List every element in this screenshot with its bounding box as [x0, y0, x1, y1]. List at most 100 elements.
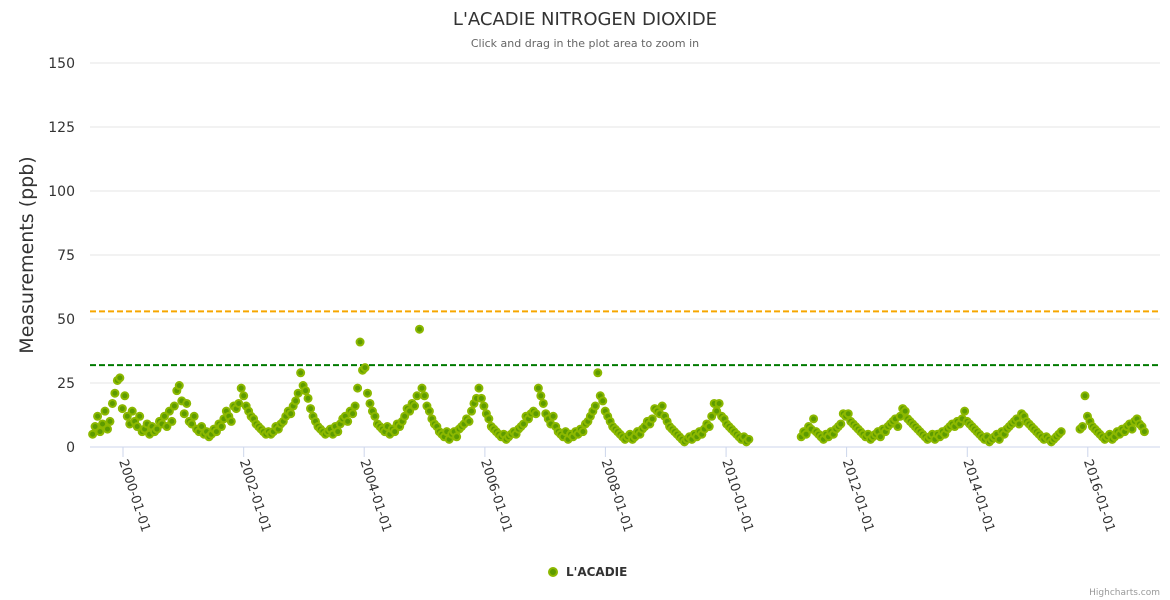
data-point	[90, 422, 100, 432]
data-point	[187, 419, 197, 429]
data-point	[390, 427, 400, 437]
data-point	[578, 427, 588, 437]
data-point	[105, 416, 115, 426]
data-point	[960, 406, 970, 416]
data-point	[707, 411, 717, 421]
data-point	[1056, 427, 1066, 437]
data-points[interactable]	[88, 324, 1149, 447]
data-point	[211, 427, 221, 437]
credits-link[interactable]: Highcharts.com	[1089, 588, 1160, 598]
data-point	[296, 368, 306, 378]
x-tick-label: 2008-01-01	[598, 458, 636, 534]
data-point	[531, 409, 541, 419]
threshold-lines	[90, 310, 1160, 367]
data-point	[476, 393, 486, 403]
data-point	[169, 401, 179, 411]
data-point	[107, 398, 117, 408]
y-tick-label: 100	[48, 184, 75, 200]
y-tick-label: 25	[57, 376, 75, 392]
data-point	[900, 406, 910, 416]
data-point	[365, 398, 375, 408]
data-point	[410, 401, 420, 411]
data-point	[162, 422, 172, 432]
data-point	[360, 363, 370, 373]
data-point	[467, 406, 477, 416]
data-point	[809, 414, 819, 424]
data-point	[1078, 422, 1088, 432]
data-point	[174, 381, 184, 391]
data-point	[704, 422, 714, 432]
data-point	[120, 391, 130, 401]
data-point	[419, 391, 429, 401]
data-point	[893, 422, 903, 432]
y-tick-label: 50	[57, 312, 75, 328]
data-point	[536, 391, 546, 401]
x-tick-label: 2002-01-01	[236, 458, 274, 534]
chart-title: L'ACADIE NITROGEN DIOXIDE	[453, 9, 717, 30]
data-point	[417, 383, 427, 393]
grid-lines: 0 25 50 75 100 125 150	[48, 56, 1160, 456]
data-point	[189, 411, 199, 421]
data-point	[479, 401, 489, 411]
data-point	[744, 434, 754, 444]
x-tick-label: 2004-01-01	[356, 458, 394, 534]
data-point	[370, 411, 380, 421]
data-point	[647, 414, 657, 424]
data-point	[132, 422, 142, 432]
data-point	[343, 416, 353, 426]
data-point	[415, 324, 425, 334]
data-point	[291, 396, 301, 406]
data-point	[1139, 427, 1149, 437]
data-point	[1014, 419, 1024, 429]
chart-subtitle: Click and drag in the plot area to zoom …	[471, 37, 699, 50]
data-point	[234, 398, 244, 408]
data-point	[88, 429, 98, 439]
data-point	[424, 406, 434, 416]
data-point	[1080, 391, 1090, 401]
data-point	[350, 401, 360, 411]
data-point	[484, 414, 494, 424]
data-point	[135, 411, 145, 421]
data-point	[994, 434, 1004, 444]
data-point	[95, 427, 105, 437]
data-point	[167, 416, 177, 426]
data-point	[895, 411, 905, 421]
y-tick-label: 125	[48, 120, 75, 136]
data-point	[286, 409, 296, 419]
data-point	[164, 406, 174, 416]
x-tick-label: 2006-01-01	[477, 458, 515, 534]
data-point	[353, 383, 363, 393]
data-point	[519, 419, 529, 429]
data-point	[122, 411, 132, 421]
data-point	[533, 383, 543, 393]
x-tick-label: 2012-01-01	[839, 458, 877, 534]
data-point	[548, 411, 558, 421]
data-point	[348, 409, 358, 419]
x-tick-label: 2010-01-01	[718, 458, 756, 534]
x-tick-label: 2000-01-01	[115, 458, 153, 534]
data-point	[405, 406, 415, 416]
data-point	[306, 404, 316, 414]
data-point	[593, 368, 603, 378]
data-point	[293, 388, 303, 398]
data-point	[1127, 424, 1137, 434]
data-point	[102, 424, 112, 434]
data-point	[98, 419, 108, 429]
data-point	[179, 409, 189, 419]
data-point	[303, 393, 313, 403]
y-tick-label: 0	[66, 440, 75, 456]
legend-item[interactable]: L'ACADIE	[548, 565, 627, 579]
data-point	[412, 391, 422, 401]
data-point	[182, 398, 192, 408]
data-point	[355, 337, 365, 347]
legend-label: L'ACADIE	[566, 565, 627, 579]
data-point	[239, 391, 249, 401]
data-point	[843, 409, 853, 419]
data-point	[400, 411, 410, 421]
data-point	[875, 432, 885, 442]
data-point	[197, 422, 207, 432]
data-point	[712, 406, 722, 416]
data-point	[236, 383, 246, 393]
legend-marker-icon	[548, 567, 558, 577]
